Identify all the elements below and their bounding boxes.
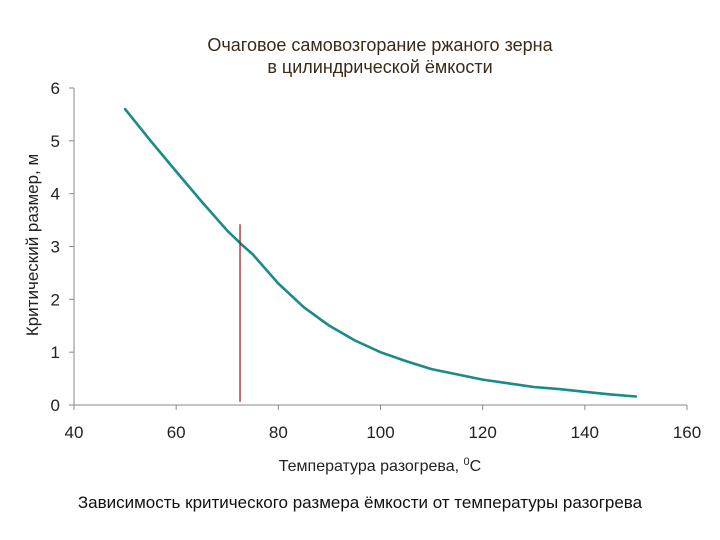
x-tick-label: 140 <box>571 423 599 442</box>
x-tick-label: 160 <box>673 423 701 442</box>
chart-title-line-1: Очаговое самовозгорание ржаного зерна <box>207 35 553 55</box>
x-tick-label: 100 <box>366 423 394 442</box>
series-line <box>123 107 638 398</box>
series-group <box>123 107 638 398</box>
y-tick-label: 4 <box>51 185 60 204</box>
chart-title-line-2: в цилиндрической ёмкости <box>267 57 493 77</box>
x-axis-label-text: Температура разогрева, <box>279 458 464 475</box>
y-tick-label: 1 <box>51 343 60 362</box>
y-tick-label: 2 <box>51 290 60 309</box>
y-tick-label: 0 <box>51 396 60 415</box>
y-tick-label: 6 <box>51 79 60 98</box>
x-tick-label: 80 <box>269 423 288 442</box>
x-tick-label: 60 <box>167 423 186 442</box>
x-axis-label: Температура разогрева, 0С <box>279 456 481 475</box>
tick-labels: 0 1 2 3 4 5 6 40 60 80 100 120 140 160 <box>51 79 702 442</box>
x-tick-label: 120 <box>468 423 496 442</box>
y-axis-label: Критический размер, м <box>23 154 42 336</box>
x-axis-label-unit: С <box>470 458 482 475</box>
figure-caption: Зависимость критического размера ёмкости… <box>77 493 643 512</box>
x-tick-label: 40 <box>65 423 84 442</box>
axes <box>69 87 688 410</box>
y-tick-label: 5 <box>51 132 60 151</box>
x-axis-label-sup: 0 <box>464 456 470 468</box>
y-tick-label: 3 <box>51 238 60 257</box>
